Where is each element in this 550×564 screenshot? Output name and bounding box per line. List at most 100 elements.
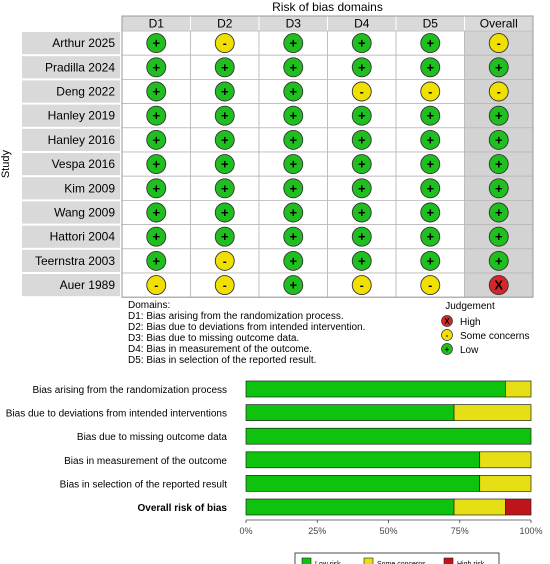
judgement-marker	[214, 105, 235, 126]
judgement-symbol: +	[289, 132, 297, 147]
bar-legend-box	[294, 552, 500, 564]
judgement-marker	[283, 250, 304, 271]
bar-segment-some-concerns	[505, 380, 532, 398]
study-label-cell	[22, 274, 120, 297]
judgement-symbol: +	[358, 205, 366, 220]
judgement-marker	[488, 129, 509, 150]
judgement-symbol: +	[152, 229, 160, 244]
bar-segment-some-concerns	[479, 451, 532, 469]
judgement-marker	[214, 275, 235, 296]
judgement-marker	[146, 129, 167, 150]
study-label: Vespa 2016	[52, 157, 116, 171]
x-tick-label: 75%	[451, 526, 469, 536]
judgement-symbol: +	[289, 60, 297, 75]
judgement-symbol: +	[426, 60, 434, 75]
judgement-marker	[351, 178, 372, 199]
column-header-d3: D3	[286, 17, 302, 31]
judgement-symbol: -	[428, 85, 432, 99]
judgement-symbol: +	[426, 132, 434, 147]
judgement-marker	[488, 154, 509, 175]
legend-marker-low	[441, 343, 453, 355]
judgement-symbol: +	[221, 132, 229, 147]
legend-title: Judgement	[445, 301, 495, 312]
judgement-symbol: +	[221, 108, 229, 123]
bar-segment-low-risk	[245, 380, 506, 398]
study-label: Arthur 2025	[52, 36, 115, 50]
judgement-symbol: +	[426, 229, 434, 244]
judgement-marker	[283, 178, 304, 199]
bar-legend-swatch-some-concerns	[363, 557, 374, 564]
judgement-marker	[283, 105, 304, 126]
study-label: Pradilla 2024	[45, 60, 115, 74]
judgement-marker	[351, 202, 372, 223]
judgement-symbol: +	[426, 253, 434, 268]
study-label-cell	[22, 56, 120, 79]
study-label: Wang 2009	[54, 206, 115, 220]
risk-of-bias-grid: Risk of bias domains D1 D2 D3 D4 D5 Overall Stu…	[0, 0, 534, 356]
legend-symbol: X	[444, 317, 450, 326]
judgement-marker	[146, 154, 167, 175]
bar-legend-label-some-concerns: Some concerns	[377, 561, 426, 564]
judgement-marker	[488, 202, 509, 223]
judgement-marker	[146, 202, 167, 223]
study-label: Hattori 2004	[50, 230, 116, 244]
bar-category-label: Bias arising from the randomization proc…	[32, 385, 227, 396]
judgement-symbol: -	[223, 279, 227, 293]
study-label: Teernstra 2003	[35, 254, 115, 268]
judgement-symbol: +	[358, 60, 366, 75]
judgement-marker	[146, 226, 167, 247]
bar-segment-low-risk	[245, 498, 455, 516]
judgement-symbol: +	[426, 157, 434, 172]
judgement-marker	[214, 202, 235, 223]
x-tick-label: 25%	[308, 526, 326, 536]
judgement-symbol: +	[426, 181, 434, 196]
judgement-symbol: +	[152, 157, 160, 172]
domain-description-4: D4: Bias in measurement of the outcome.	[128, 344, 312, 355]
judgement-symbol: +	[495, 157, 503, 172]
judgement-symbol: +	[495, 108, 503, 123]
judgement-symbol: +	[495, 205, 503, 220]
domain-description-3: D3: Bias due to missing outcome data.	[128, 333, 300, 344]
judgement-symbol: +	[495, 229, 503, 244]
bar-category-label: Overall risk of bias	[138, 503, 228, 514]
column-header-overall: Overall	[480, 17, 518, 31]
judgement-marker	[146, 57, 167, 78]
judgement-marker	[488, 81, 509, 102]
judgement-marker	[146, 250, 167, 271]
judgement-marker	[146, 81, 167, 102]
column-header-d2: D2	[217, 17, 233, 31]
bar-segment-low-risk	[245, 451, 481, 469]
judgement-symbol: +	[221, 205, 229, 220]
legend-label-some-concerns: Some concerns	[460, 331, 529, 342]
judgement-symbol: +	[289, 253, 297, 268]
judgement-marker	[488, 275, 509, 296]
judgement-symbol: +	[289, 157, 297, 172]
domains-title: Domains:	[128, 300, 171, 311]
judgement-marker	[420, 57, 441, 78]
column-header-d5: D5	[423, 17, 439, 31]
judgement-marker	[488, 105, 509, 126]
judgement-marker	[420, 250, 441, 271]
judgement-symbol: +	[289, 84, 297, 99]
judgement-marker	[146, 33, 167, 54]
judgement-symbol: +	[289, 205, 297, 220]
judgement-symbol: -	[497, 37, 501, 51]
judgement-symbol: +	[426, 36, 434, 51]
judgement-symbol: +	[426, 108, 434, 123]
grid-border	[121, 15, 534, 298]
column-header-d1: D1	[149, 17, 165, 31]
bar-legend-label-high-risk: High risk	[457, 561, 485, 564]
judgement-symbol: +	[152, 84, 160, 99]
judgement-marker	[283, 226, 304, 247]
legend-symbol: +	[445, 345, 450, 354]
judgement-symbol: +	[495, 253, 503, 268]
judgement-symbol: +	[221, 60, 229, 75]
judgement-marker	[420, 129, 441, 150]
risk-of-bias-summary-chart: Bias arising from the randomization proc…	[6, 380, 543, 564]
judgement-symbol: +	[289, 181, 297, 196]
judgement-symbol: +	[358, 157, 366, 172]
domain-description-2: D2: Bias due to deviations from intended…	[128, 322, 366, 333]
bar-legend-swatch-low-risk	[301, 557, 312, 564]
bar-category-label: Bias in measurement of the outcome	[64, 456, 227, 467]
judgement-marker	[420, 154, 441, 175]
